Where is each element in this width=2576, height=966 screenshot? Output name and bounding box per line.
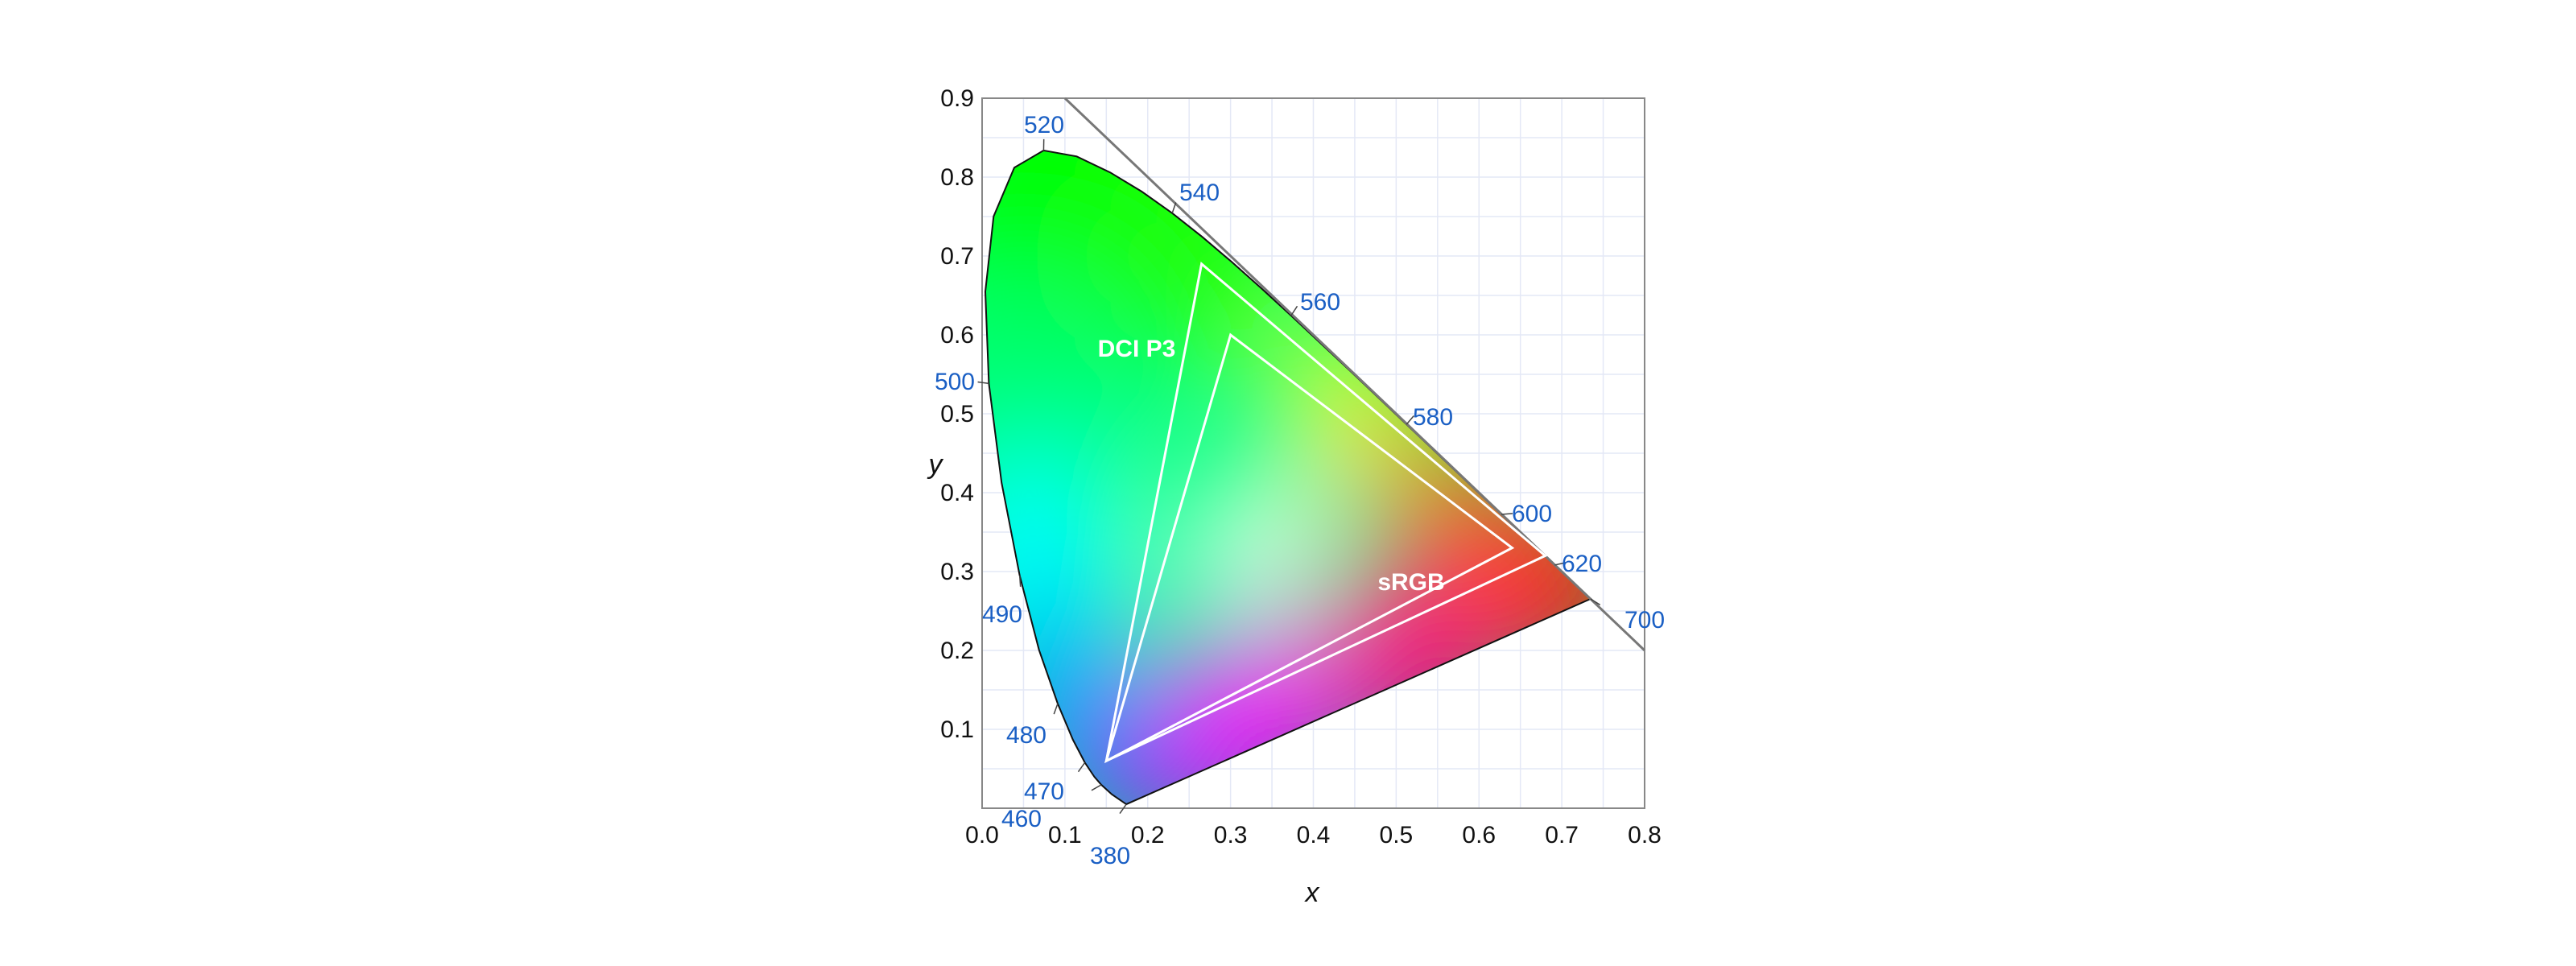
x-tick-label: 0.7	[1545, 822, 1579, 848]
color-blob	[985, 278, 1121, 471]
x-tick-label: 0.6	[1462, 822, 1496, 848]
wavelength-label: 700	[1624, 607, 1665, 634]
plot-frame	[981, 97, 1645, 809]
gamut-label: sRGB	[1377, 569, 1444, 596]
wavelength-label: 380	[1090, 843, 1130, 869]
color-blob	[1274, 325, 1403, 455]
wavelength-tick	[1590, 598, 1601, 605]
x-tick-label: 0.5	[1380, 822, 1414, 848]
wavelength-tick	[1119, 803, 1127, 814]
y-axis-label: y	[927, 449, 944, 480]
x-tick-label: 0.1	[1048, 822, 1082, 848]
wavelength-label: 600	[1512, 501, 1552, 527]
wavelength-tick	[1018, 575, 1022, 587]
wavelength-label: 500	[935, 369, 975, 395]
y-tick-label: 0.1	[940, 716, 974, 743]
wavelength-label: 540	[1179, 180, 1220, 206]
wavelength-tick	[1171, 202, 1177, 214]
wavelength-tick	[977, 381, 989, 385]
gamut-label: DCI P3	[1098, 336, 1176, 362]
x-tick-label: 0.3	[1214, 822, 1248, 848]
wavelength-tick	[1053, 703, 1059, 715]
y-tick-label: 0.8	[940, 164, 974, 191]
x-tick-label: 0.0	[965, 822, 999, 848]
wavelength-label: 480	[1006, 722, 1046, 749]
wavelength-label: 470	[1024, 778, 1064, 805]
wavelength-label: 490	[982, 601, 1022, 628]
y-tick-label: 0.4	[940, 480, 974, 506]
wavelength-tick	[1077, 762, 1086, 773]
x-tick-label: 0.4	[1297, 822, 1331, 848]
color-blob	[985, 451, 1129, 645]
wavelength-label: 580	[1413, 404, 1453, 431]
y-tick-label: 0.5	[940, 401, 974, 427]
y-tick-label: 0.7	[940, 243, 974, 270]
y-tick-label: 0.6	[940, 322, 974, 349]
y-tick-label: 0.3	[940, 559, 974, 585]
x-tick-label: 0.8	[1628, 822, 1662, 848]
x-plus-y-equals-1-line	[1063, 97, 1646, 652]
x-axis-label: x	[1304, 877, 1320, 908]
y-tick-label: 0.9	[940, 85, 974, 112]
x-tick-label: 0.2	[1131, 822, 1165, 848]
y-tick-label: 0.2	[940, 638, 974, 664]
wavelength-tick	[1554, 562, 1567, 566]
wavelength-tick	[1406, 415, 1414, 425]
wavelength-tick	[1091, 784, 1102, 791]
wavelength-label: 620	[1562, 551, 1602, 577]
wavelength-tick	[1290, 305, 1298, 316]
wavelength-label: 460	[1001, 806, 1042, 832]
color-blob	[1256, 468, 1337, 549]
gamut-triangle-srgb	[1104, 332, 1515, 764]
wavelength-label: 560	[1300, 289, 1340, 316]
wavelength-label: 520	[1024, 112, 1064, 138]
gamut-triangle-dci-p3	[1104, 261, 1548, 763]
